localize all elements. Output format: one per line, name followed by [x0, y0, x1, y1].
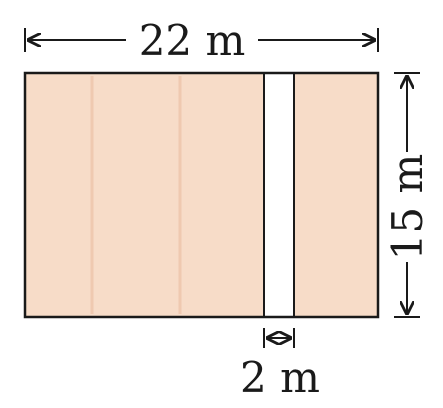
field-right — [294, 73, 378, 317]
path-width-label: 2 m — [240, 353, 320, 402]
width-label: 22 m — [139, 16, 246, 65]
path-strip — [264, 73, 294, 317]
field-left — [25, 73, 264, 317]
height-label: 15 m — [383, 154, 432, 261]
field-outline — [23, 71, 380, 319]
